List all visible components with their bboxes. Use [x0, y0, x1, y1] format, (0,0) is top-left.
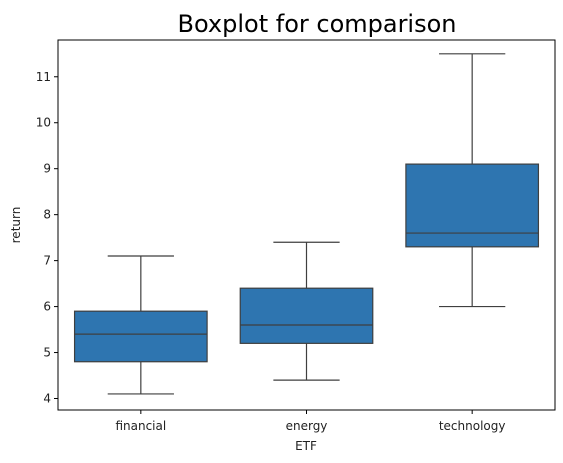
box-financial: [73, 310, 208, 363]
y-tick-label: 6: [43, 300, 51, 314]
y-tick-label: 5: [43, 346, 51, 360]
y-axis-label: return: [9, 207, 23, 244]
y-tick-label: 10: [36, 116, 51, 130]
box-technology: [405, 163, 540, 248]
y-tick-label: 7: [43, 254, 51, 268]
y-tick-label: 4: [43, 392, 51, 406]
x-tick-label: energy: [286, 419, 328, 433]
y-tick-label: 11: [36, 70, 51, 84]
box-energy: [239, 287, 374, 344]
x-tick-label: technology: [439, 419, 506, 433]
y-tick-label: 9: [43, 162, 51, 176]
x-axis-label: ETF: [295, 439, 317, 453]
plot-frame: [57, 39, 556, 411]
chart-title: Boxplot for comparison: [178, 10, 457, 38]
x-tick-label: financial: [115, 419, 166, 433]
y-tick-label: 8: [43, 208, 51, 222]
